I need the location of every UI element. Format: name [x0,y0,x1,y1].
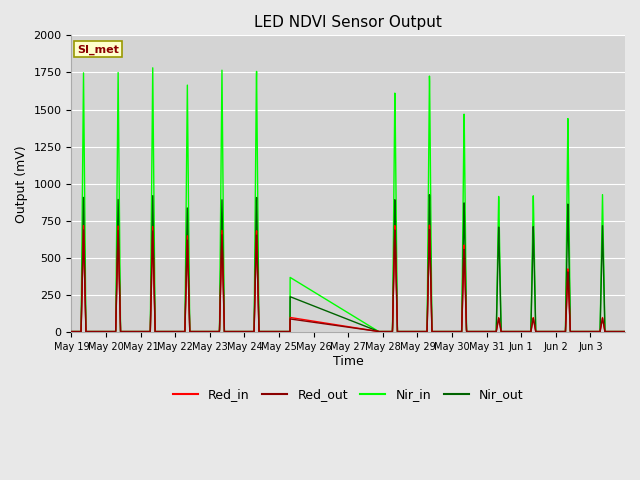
Nir_in [68,329,76,335]
Line: Red_in: Red_in [72,225,625,332]
Nir_out [419,329,427,335]
Y-axis label: Output (mV): Output (mV) [15,145,28,223]
Nir_in [149,65,157,71]
Nir_in [419,329,427,335]
Red_in [621,329,629,335]
Line: Red_out: Red_out [72,229,625,332]
Nir_in [621,329,629,335]
Nir_out [68,329,76,335]
Legend: Red_in, Red_out, Nir_in, Nir_out: Red_in, Red_out, Nir_in, Nir_out [168,383,528,406]
Nir_in [468,329,476,335]
Red_out [419,329,427,335]
Red_out [621,329,629,335]
Nir_out [615,329,623,335]
Nir_in [537,329,545,335]
Red_out [468,329,476,335]
Red_in [181,329,189,335]
Nir_out [537,329,545,335]
Nir_out [426,192,433,198]
Red_out [426,227,433,232]
Red_in [504,329,511,335]
Red_in [615,329,623,335]
Red_in [419,329,427,335]
Nir_out [468,329,476,335]
Line: Nir_out: Nir_out [72,195,625,332]
Nir_out [504,329,511,335]
Nir_in [615,329,623,335]
Red_out [181,329,189,335]
Red_out [68,329,76,335]
Red_in [68,329,76,335]
Nir_in [181,325,189,331]
Nir_out [621,329,629,335]
Red_out [615,329,623,335]
Red_in [426,222,433,228]
X-axis label: Time: Time [333,355,364,368]
Text: SI_met: SI_met [77,44,119,55]
Red_in [537,329,545,335]
Red_in [468,329,476,335]
Red_out [537,329,545,335]
Nir_out [181,329,189,335]
Line: Nir_in: Nir_in [72,68,625,332]
Nir_in [504,329,511,335]
Red_out [504,329,511,335]
Title: LED NDVI Sensor Output: LED NDVI Sensor Output [254,15,442,30]
